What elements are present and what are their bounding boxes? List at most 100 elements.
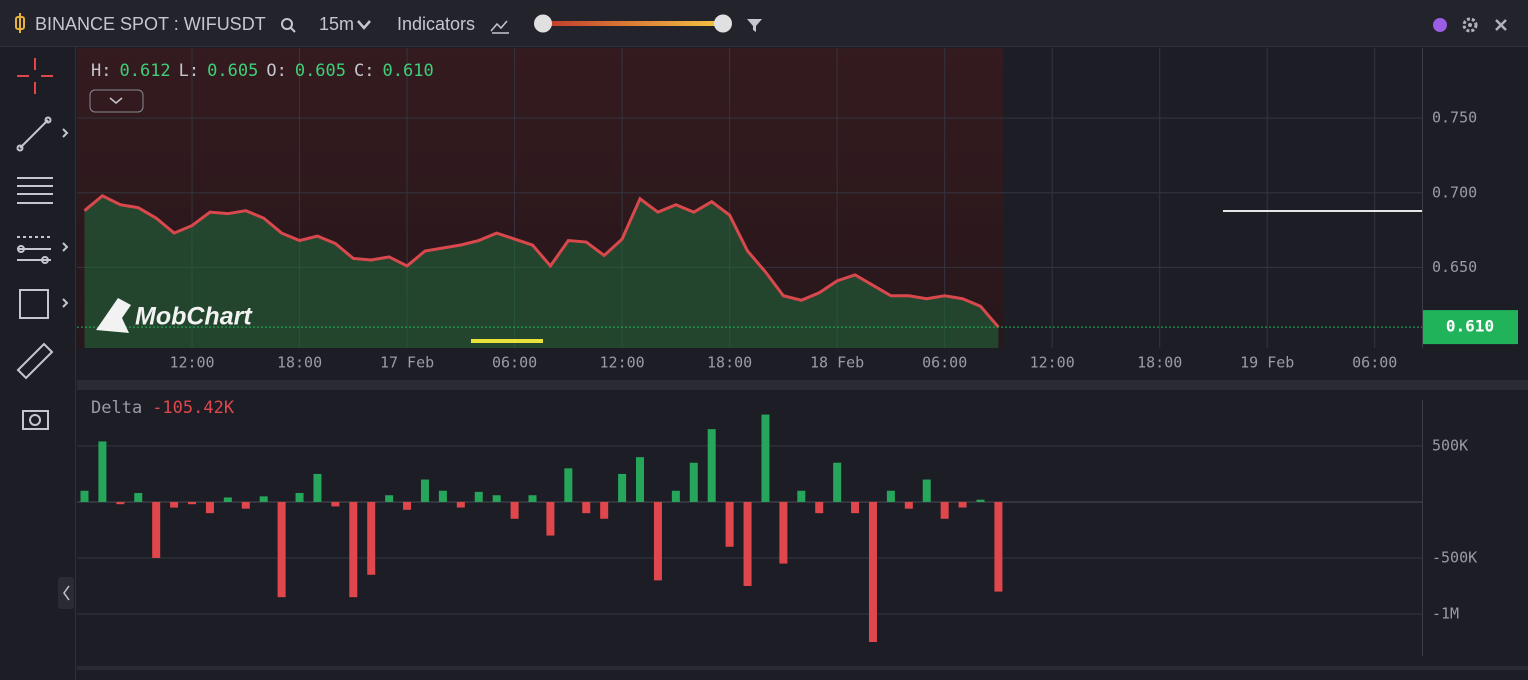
ohlc-value: 0.605 [207,61,258,81]
close-icon[interactable] [1495,19,1507,31]
line-tool[interactable] [16,116,69,152]
delta-bar [600,501,609,519]
delta-bar [385,495,394,502]
delta-bar [779,501,788,564]
delta-bar [618,473,627,502]
delta-bar [546,501,555,536]
ohlc-label: L: [179,61,199,81]
ruler-tool[interactable] [16,342,54,380]
time-axis [77,348,1422,378]
status-dot[interactable] [1433,18,1447,32]
watermark-logo [96,298,131,333]
x-tick-label: 06:00 [1352,354,1397,372]
delta-bar [689,462,698,502]
delta-bar [940,501,949,519]
x-tick-label: 18:00 [707,354,752,372]
collapse-icon[interactable] [63,585,70,601]
delta-bar [259,496,268,502]
delta-bar [205,501,214,514]
symbol[interactable]: BINANCE SPOT : WIFUSDT [35,14,266,34]
x-tick-label: 18:00 [277,354,322,372]
last-price-box [1423,310,1518,345]
x-tick-label: 06:00 [492,354,537,372]
delta-bar [761,414,770,502]
collapse-legend[interactable] [89,89,144,113]
delta-bar [636,457,645,502]
delta-bar [223,497,232,502]
delta-bar [170,501,179,508]
interval[interactable]: 15m [319,14,354,34]
settings-icon[interactable] [1462,17,1478,33]
filter-icon[interactable] [747,19,762,32]
collapse-legend-icon[interactable] [109,97,123,104]
x-tick-label: 12:00 [169,354,214,372]
delta-bar [188,501,197,505]
pattern-tool[interactable] [17,236,69,264]
delta-bar [438,490,447,502]
x-tick-label: 18 Feb [810,354,864,372]
delta-bar [474,491,483,502]
y-tick-label: -500K [1432,548,1477,566]
price-panel [77,48,1422,348]
collapse-button[interactable] [58,577,74,609]
indicators[interactable]: Indicators [397,14,475,34]
highlight-bar [471,339,543,343]
delta-bar [958,501,967,508]
exchange-icon[interactable] [15,13,25,33]
last-price-label: 0.610 [1446,317,1494,336]
crosshair-tool[interactable] [17,58,53,94]
interval-caret[interactable] [357,20,371,30]
ohlc-label: O: [266,61,286,81]
delta-current: -105.42K [152,398,235,418]
x-tick-label: 12:00 [1030,354,1075,372]
delta-bar [403,501,412,510]
delta-bar [277,501,286,598]
delta-bar [116,501,125,505]
y-tick-label: -1M [1432,604,1459,622]
delta-bar [492,495,501,502]
delta-bar [152,501,161,558]
delta-bar [295,492,304,502]
indicators-icon[interactable] [490,20,509,34]
delta-bar [922,479,931,502]
delta-bar [868,501,877,642]
y-tick-label: 0.750 [1432,109,1477,127]
search-icon[interactable] [281,18,296,33]
delta-bar [725,501,734,547]
delta-bar [98,441,107,502]
watermark: MobChart [135,303,253,331]
x-tick-label: 17 Feb [380,354,434,372]
ohlc-value: 0.612 [119,61,170,81]
x-tick-label: 18:00 [1137,354,1182,372]
y-tick-label: 500K [1432,436,1468,454]
delta-bar [886,490,895,502]
ohlc-label: C: [354,61,374,81]
delta-bar [707,429,716,502]
delta-bar [80,490,89,502]
delta-bar [331,501,340,507]
delta-panel [77,414,1422,642]
delta-bar [564,468,573,502]
bottom-border [77,666,1528,670]
panel-separator [77,380,1528,390]
ohlc-value: 0.605 [295,61,346,81]
fib-tool[interactable] [17,177,53,204]
delta-bar [743,501,752,586]
delta-bar [904,501,913,509]
slider-handle[interactable] [534,14,552,33]
ohlc-label: H: [91,61,111,81]
delta-bar [994,501,1003,592]
slider-handle[interactable] [714,14,732,33]
slider-track[interactable] [543,21,723,26]
rectangle-tool[interactable] [19,289,69,319]
delta-bar [134,492,143,502]
delta-bar [815,501,824,514]
price-area [84,195,999,348]
screenshot-tool[interactable] [22,410,49,430]
price-line [83,193,1000,329]
delta-bar [528,495,537,502]
delta-bar [367,501,376,575]
delta-bar [671,490,680,502]
delta-legend: Delta [91,398,142,418]
